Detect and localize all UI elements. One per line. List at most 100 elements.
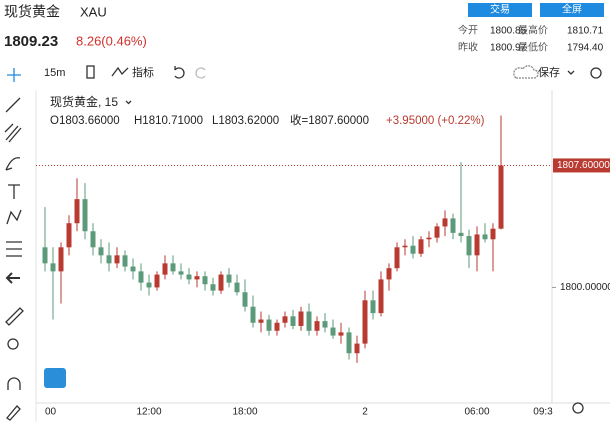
fib-tool[interactable] bbox=[4, 123, 22, 143]
candle-body bbox=[146, 282, 152, 288]
candle-body bbox=[66, 223, 72, 248]
change: 8.26(0.46%) bbox=[76, 33, 147, 48]
candle-body bbox=[386, 268, 392, 280]
candle-body bbox=[378, 279, 384, 314]
candle-body bbox=[434, 226, 440, 238]
ruler-tool[interactable] bbox=[5, 307, 24, 326]
trade-button[interactable] bbox=[468, 3, 532, 17]
candle-body bbox=[266, 319, 272, 331]
candle-body bbox=[210, 284, 216, 291]
candle-body bbox=[186, 274, 192, 280]
candle-body bbox=[354, 343, 360, 354]
undo-icon[interactable] bbox=[174, 66, 185, 79]
stat-label: 今开 bbox=[458, 24, 478, 37]
stat-label: 昨收 bbox=[458, 41, 478, 54]
x-tick-label: 2 bbox=[362, 407, 368, 418]
candle-body bbox=[418, 239, 424, 254]
last-price-box bbox=[553, 158, 610, 173]
candle-body bbox=[82, 199, 88, 232]
candle-body bbox=[498, 165, 504, 229]
candle-body bbox=[274, 322, 280, 331]
candle-body bbox=[42, 247, 48, 264]
zoom-tool[interactable] bbox=[7, 338, 19, 350]
candle-body bbox=[306, 311, 312, 331]
y-tick-label: 1800.00000 bbox=[560, 282, 610, 293]
candle-body bbox=[442, 218, 448, 227]
fullscreen-label[interactable]: 全屏 bbox=[562, 3, 582, 16]
legend-dropdown[interactable] bbox=[125, 100, 132, 105]
interval[interactable]: 15m bbox=[44, 67, 65, 79]
ohlc-value: L1803.62000 bbox=[212, 115, 279, 127]
candle-body bbox=[330, 327, 336, 336]
pattern-tool[interactable] bbox=[6, 209, 22, 225]
crosshair[interactable] bbox=[7, 68, 21, 82]
candle-body bbox=[410, 245, 416, 254]
magnet-tool[interactable] bbox=[7, 377, 21, 390]
pencil-tool[interactable] bbox=[6, 405, 21, 421]
candle-icon[interactable] bbox=[86, 65, 95, 79]
candle-body bbox=[258, 319, 264, 323]
cloud-icon[interactable] bbox=[513, 65, 539, 79]
save[interactable]: 保存 bbox=[538, 65, 560, 79]
candle-body bbox=[338, 332, 344, 336]
dropdown[interactable] bbox=[567, 70, 575, 75]
candle-body bbox=[162, 263, 168, 275]
candle-body bbox=[458, 232, 464, 237]
stat-value: 1800.85 bbox=[490, 26, 527, 37]
fullscreen-button[interactable] bbox=[540, 3, 604, 17]
symbol: XAU bbox=[80, 4, 107, 19]
stat-value: 1810.71 bbox=[567, 26, 604, 37]
ohlc-value: H1810.71000 bbox=[134, 115, 203, 127]
candle-body bbox=[402, 245, 408, 248]
indicators[interactable]: 指标 bbox=[132, 65, 154, 79]
trade-label[interactable]: 交易 bbox=[490, 3, 510, 16]
candle-body bbox=[90, 231, 96, 248]
candle-body bbox=[178, 271, 184, 275]
indicator-icon[interactable] bbox=[111, 66, 129, 77]
candle-body bbox=[234, 282, 240, 293]
stat-label: 最高价 bbox=[518, 24, 548, 37]
candle-body bbox=[202, 276, 208, 285]
candle-body bbox=[322, 321, 328, 328]
candle-body bbox=[170, 263, 176, 272]
ohlc-value: +3.95000 (+0.22%) bbox=[386, 115, 485, 127]
candle-body bbox=[370, 300, 376, 314]
text-tool[interactable] bbox=[8, 184, 20, 199]
candle-body bbox=[290, 316, 296, 326]
brush-tool[interactable] bbox=[5, 157, 21, 171]
candle-body bbox=[50, 263, 56, 272]
name: 现货黄金 bbox=[4, 4, 60, 20]
x-tick-label: 12:00 bbox=[136, 407, 161, 418]
candle-body bbox=[226, 274, 232, 283]
ohlc-value: 收=1807.60000 bbox=[290, 113, 369, 127]
stat-value: 1800.97 bbox=[490, 43, 527, 54]
candle-body bbox=[346, 332, 352, 354]
axis-settings[interactable] bbox=[572, 402, 584, 414]
ohlc-value: O1803.66000 bbox=[50, 115, 120, 127]
stat-label: 最低价 bbox=[518, 41, 548, 54]
line-tool[interactable] bbox=[5, 97, 21, 113]
candle-body bbox=[466, 236, 472, 256]
candle-body bbox=[114, 255, 120, 264]
candle-body bbox=[426, 237, 432, 240]
back-tool[interactable] bbox=[5, 272, 20, 284]
candle-body bbox=[474, 234, 480, 256]
candle-body bbox=[314, 321, 320, 331]
settings-icon[interactable] bbox=[590, 67, 602, 79]
candle-body bbox=[58, 247, 64, 272]
candle-body bbox=[130, 266, 136, 272]
candle-body bbox=[450, 218, 456, 233]
candle-body bbox=[394, 247, 400, 269]
candle-body bbox=[362, 300, 368, 344]
candle-body bbox=[194, 276, 200, 280]
candle-body bbox=[242, 292, 248, 307]
redo-icon bbox=[195, 67, 206, 79]
candle-body bbox=[482, 234, 488, 240]
last-price-label: 1807.60000 bbox=[557, 160, 610, 171]
x-tick-label: 18:00 bbox=[232, 407, 257, 418]
measure-tool[interactable] bbox=[6, 241, 22, 257]
logo bbox=[44, 368, 66, 388]
candle-body bbox=[282, 316, 288, 323]
candle-body bbox=[122, 255, 128, 267]
price: 1809.23 bbox=[4, 33, 58, 50]
